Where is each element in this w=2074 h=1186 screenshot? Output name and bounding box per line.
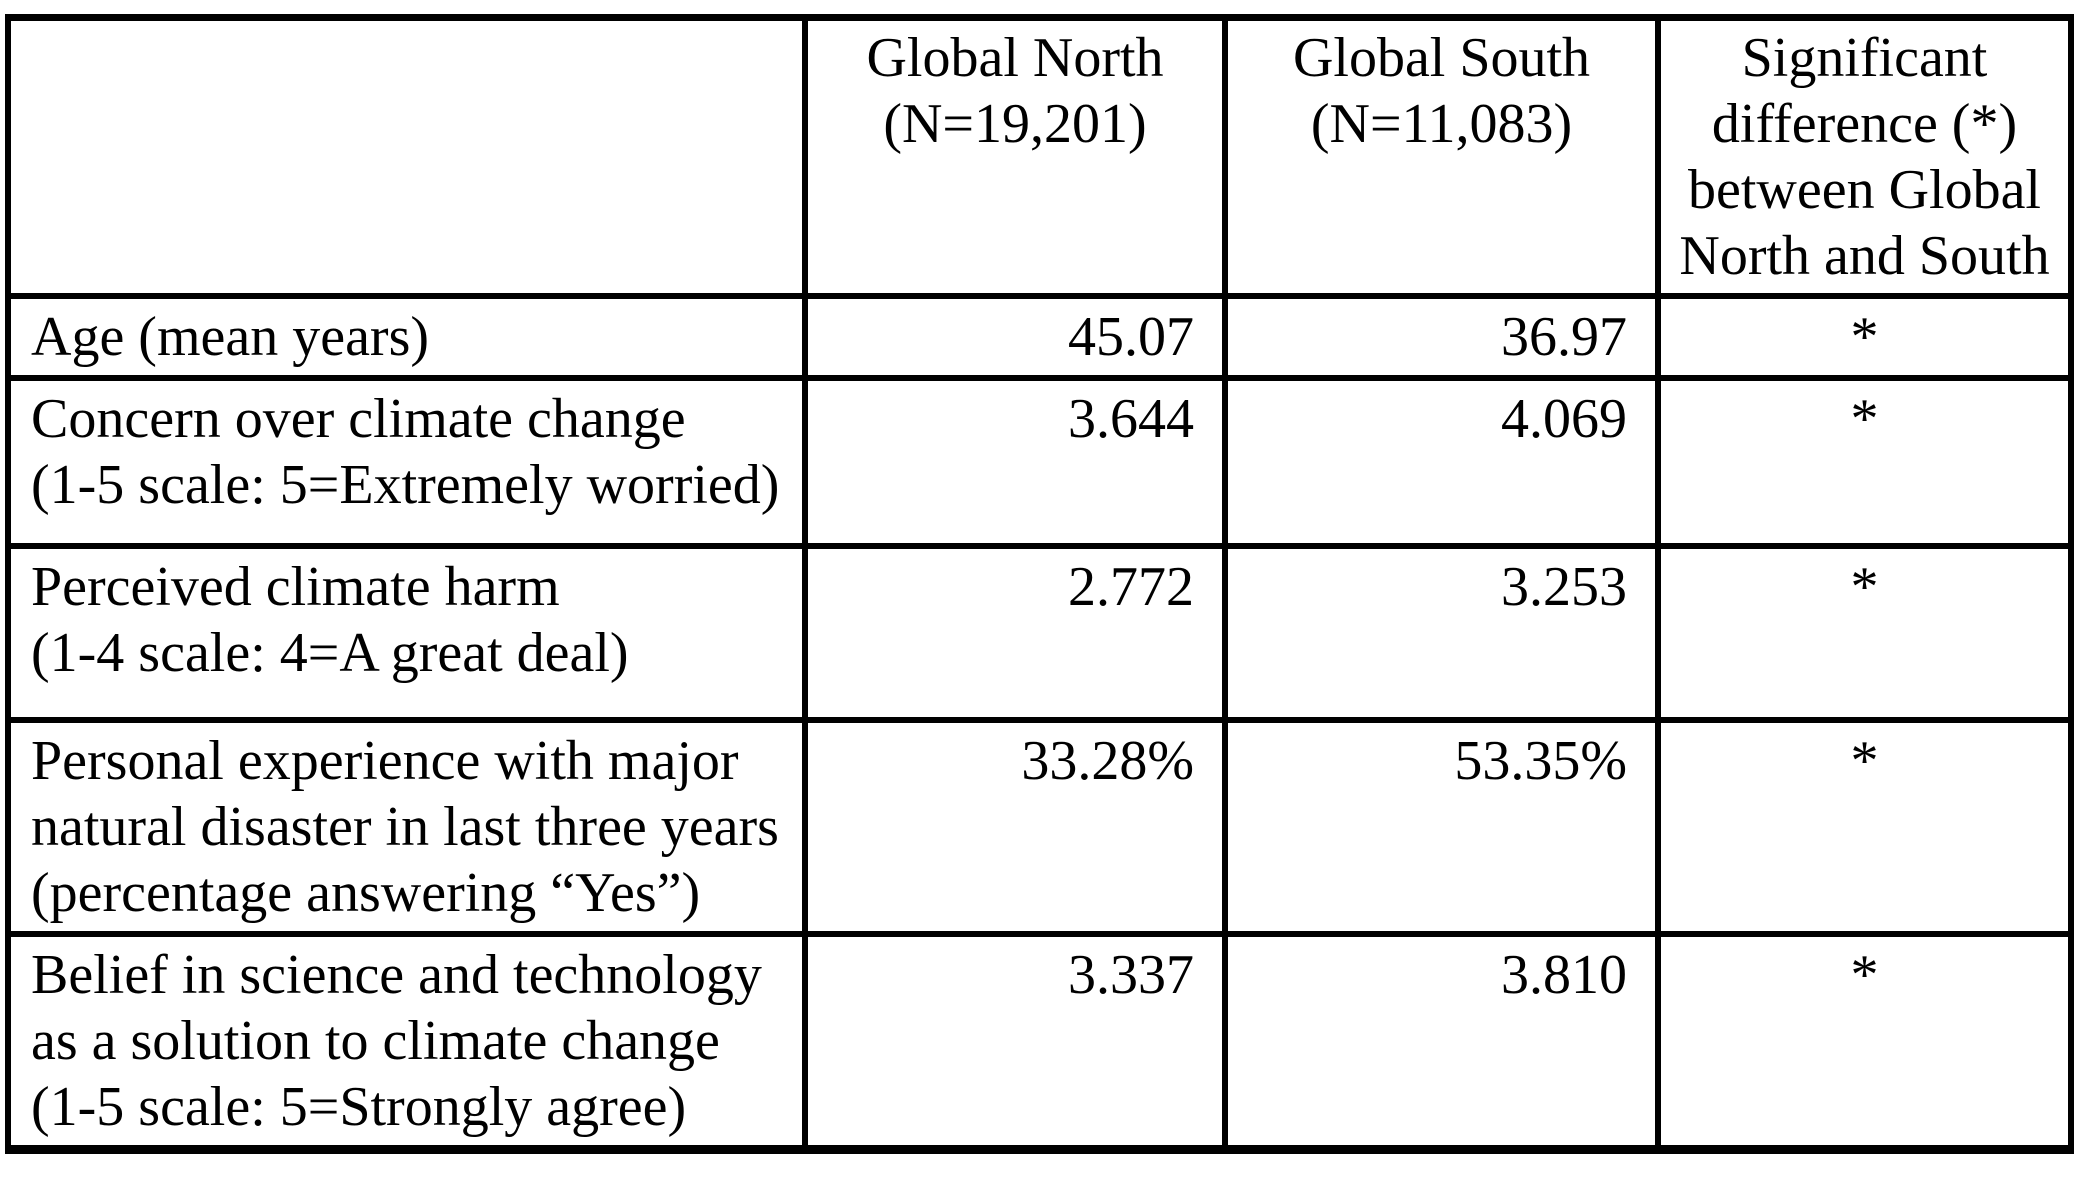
header-line: (N=11,083): [1310, 93, 1573, 155]
value-global-north: 2.772: [802, 543, 1228, 723]
value-global-south: 3.253: [1222, 543, 1661, 723]
row-label-line: Personal experience with major: [31, 730, 739, 792]
row-label-line: (1-4 scale: 4=A great deal): [31, 622, 629, 684]
row-label: Personal experience with major natural d…: [5, 717, 808, 937]
row-label-line: as a solution to climate change: [31, 1010, 720, 1072]
value-global-south: 3.810: [1222, 931, 1661, 1153]
corner-header-cell: [5, 14, 808, 299]
row-label-line: Belief in science and technology: [31, 944, 762, 1006]
row-label-line: Perceived climate harm: [31, 556, 560, 618]
significance-marker: *: [1655, 931, 2074, 1153]
header-line: Significant: [1741, 27, 1988, 89]
header-line: Global North: [866, 27, 1164, 89]
table-row-concern: Concern over climate change (1-5 scale: …: [5, 375, 2074, 549]
header-line: Global South: [1292, 27, 1591, 89]
row-label: Perceived climate harm (1-4 scale: 4=A g…: [5, 543, 808, 723]
value-global-north: 3.337: [802, 931, 1228, 1153]
row-label-line: (1-5 scale: 5=Strongly agree): [31, 1076, 687, 1138]
row-label-line: Concern over climate change: [31, 388, 686, 450]
group-comparison-table: Global North (N=19,201) Global South (N=…: [5, 14, 2074, 1154]
header-row: Global North (N=19,201) Global South (N=…: [5, 14, 2074, 299]
significant-difference-header: Significant difference (*) between Globa…: [1655, 14, 2074, 299]
header-line: North and South: [1679, 225, 2050, 287]
header-line: difference (*): [1711, 93, 2018, 155]
table-row-disaster-experience: Personal experience with major natural d…: [5, 717, 2074, 937]
row-label-line: natural disaster in last three years: [31, 796, 779, 858]
header-line: between Global: [1688, 159, 2041, 221]
row-label-line: (percentage answering “Yes”): [31, 862, 701, 924]
header-line: (N=19,201): [883, 93, 1147, 155]
value-global-south: 53.35%: [1222, 717, 1661, 937]
significance-marker: *: [1655, 543, 2074, 723]
value-global-north: 3.644: [802, 375, 1228, 549]
value-global-north: 33.28%: [802, 717, 1228, 937]
row-label-line: Age (mean years): [31, 306, 430, 368]
row-label: Belief in science and technology as a so…: [5, 931, 808, 1153]
value-global-north: 45.07: [802, 293, 1228, 381]
row-label-line: (1-5 scale: 5=Extremely worried): [31, 454, 780, 516]
table-row-perceived-harm: Perceived climate harm (1-4 scale: 4=A g…: [5, 543, 2074, 723]
value-global-south: 4.069: [1222, 375, 1661, 549]
table-row-age: Age (mean years) 45.07 36.97 *: [5, 293, 2074, 381]
row-label: Age (mean years): [5, 293, 808, 381]
row-label: Concern over climate change (1-5 scale: …: [5, 375, 808, 549]
global-north-header: Global North (N=19,201): [802, 14, 1228, 299]
value-global-south: 36.97: [1222, 293, 1661, 381]
global-south-header: Global South (N=11,083): [1222, 14, 1661, 299]
significance-marker: *: [1655, 375, 2074, 549]
significance-marker: *: [1655, 717, 2074, 937]
table-row-science-belief: Belief in science and technology as a so…: [5, 931, 2074, 1153]
significance-marker: *: [1655, 293, 2074, 381]
